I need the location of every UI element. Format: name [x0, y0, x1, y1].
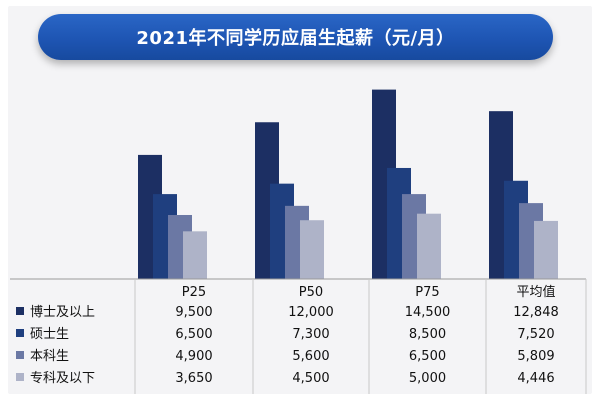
legend-label-3: 专科及以下 — [30, 371, 95, 386]
bar-3-3 — [534, 220, 558, 279]
table-cell-0-1: 12,000 — [288, 305, 334, 320]
tick-label-1: P50 — [299, 285, 323, 300]
bar-1-3 — [300, 220, 324, 279]
bar-0-3 — [183, 231, 207, 279]
chart-title: 2021年不同学历应届生起薪（元/月） — [38, 14, 553, 60]
table-cell-2-1: 5,600 — [292, 349, 329, 364]
table-cell-0-0: 9,500 — [175, 305, 212, 320]
legend-label-1: 硕士生 — [30, 327, 69, 342]
table-cell-2-2: 6,500 — [409, 349, 446, 364]
tick-label-0: P25 — [182, 285, 206, 300]
legend-key-3 — [16, 373, 24, 381]
legend-label-2: 本科生 — [30, 349, 69, 364]
table-cell-1-3: 7,520 — [517, 327, 554, 342]
table-cell-2-0: 4,900 — [175, 349, 212, 364]
table-cell-3-2: 5,000 — [409, 371, 446, 386]
table-cell-1-0: 6,500 — [175, 327, 212, 342]
table-cell-3-0: 3,650 — [175, 371, 212, 386]
table-cell-2-3: 5,809 — [517, 349, 554, 364]
tick-label-3: 平均值 — [516, 284, 555, 300]
table-cell-3-3: 4,446 — [517, 371, 554, 386]
table-cell-3-1: 4,500 — [292, 371, 329, 386]
legend-key-2 — [16, 351, 24, 359]
legend-label-0: 博士及以上 — [30, 305, 95, 320]
table-cell-0-3: 12,848 — [513, 305, 559, 320]
bar-2-3 — [417, 213, 441, 279]
table-cell-1-2: 8,500 — [409, 327, 446, 342]
legend-key-0 — [16, 307, 24, 315]
table-cell-0-2: 14,500 — [405, 305, 451, 320]
table-cell-1-1: 7,300 — [292, 327, 329, 342]
tick-label-2: P75 — [415, 285, 439, 300]
legend-key-1 — [16, 329, 24, 337]
